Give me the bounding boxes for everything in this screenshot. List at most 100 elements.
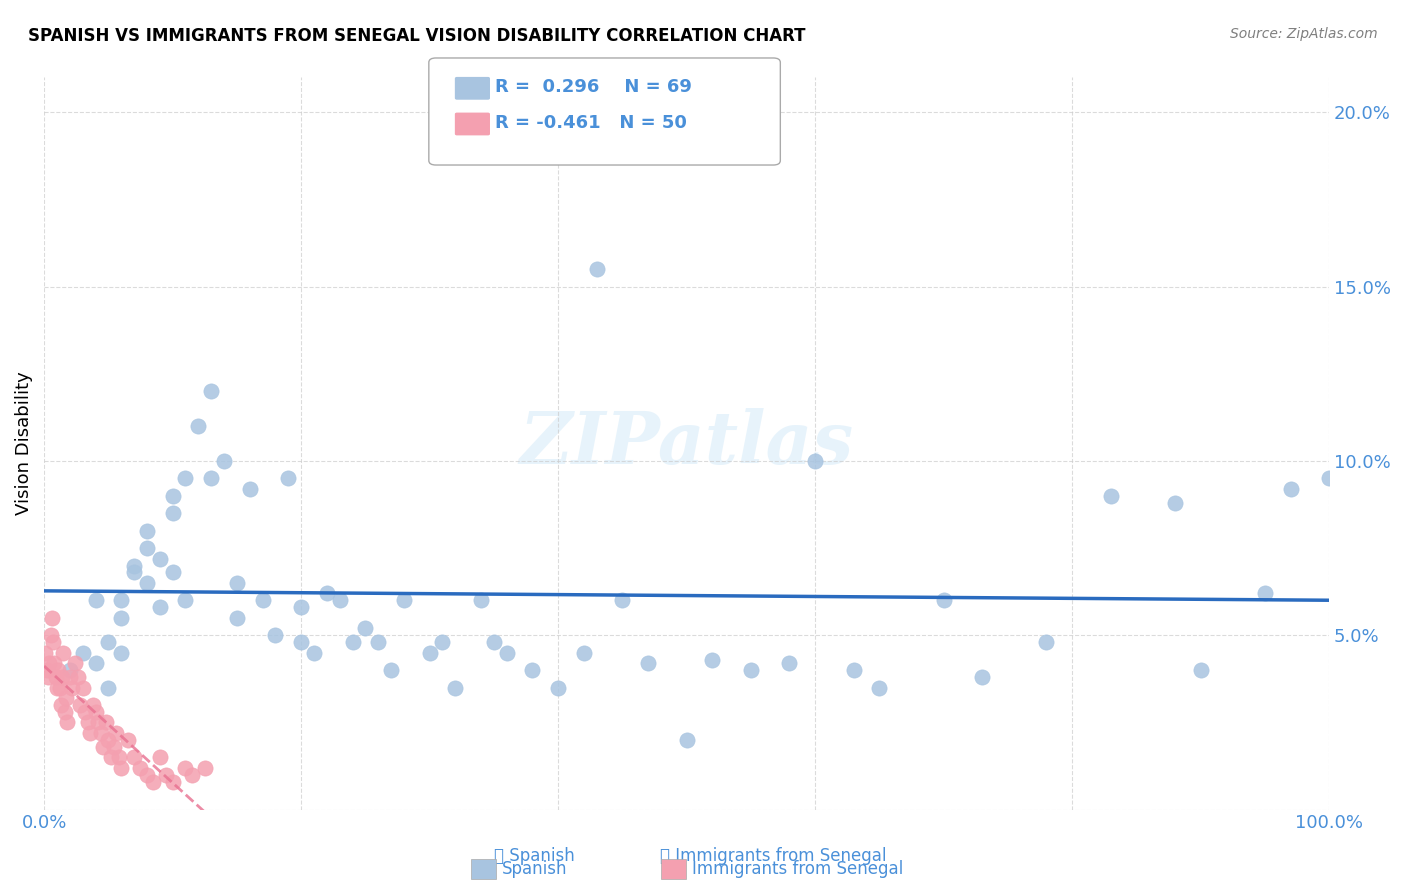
Point — [572, 646, 595, 660]
Point — [1279, 482, 1302, 496]
Point — [194, 761, 217, 775]
Point — [87, 715, 110, 730]
Point — [1189, 663, 1212, 677]
Point — [122, 558, 145, 573]
Point — [162, 489, 184, 503]
Point — [45, 670, 67, 684]
Point — [48, 681, 70, 695]
Point — [91, 739, 114, 754]
Point — [868, 681, 890, 695]
Point — [122, 566, 145, 580]
Text: Spanish: Spanish — [502, 860, 568, 878]
Point — [37, 670, 59, 684]
Point — [354, 621, 377, 635]
Point — [1035, 635, 1057, 649]
Point — [302, 646, 325, 660]
Text: Immigrants from Senegal: Immigrants from Senegal — [692, 860, 903, 878]
Point — [110, 611, 132, 625]
Point — [264, 628, 287, 642]
Point — [122, 750, 145, 764]
Point — [1254, 586, 1277, 600]
Point — [117, 732, 139, 747]
Point — [778, 656, 800, 670]
Point — [239, 482, 262, 496]
Point — [155, 767, 177, 781]
Point — [329, 593, 352, 607]
Point — [49, 698, 72, 712]
Point — [135, 576, 157, 591]
Point — [315, 586, 337, 600]
Point — [142, 774, 165, 789]
Point — [84, 656, 107, 670]
Point — [103, 739, 125, 754]
Point — [135, 767, 157, 781]
Point — [804, 454, 827, 468]
Point — [392, 593, 415, 607]
Point — [60, 681, 83, 695]
Point — [252, 593, 274, 607]
Point — [76, 715, 98, 730]
Point — [482, 635, 505, 649]
Point — [367, 635, 389, 649]
Point — [187, 419, 209, 434]
Point — [97, 681, 120, 695]
Point — [135, 541, 157, 555]
Text: 🔲 Immigrants from Senegal: 🔲 Immigrants from Senegal — [659, 847, 887, 865]
Point — [149, 750, 172, 764]
Point — [162, 566, 184, 580]
Point — [129, 761, 152, 775]
Point — [100, 750, 122, 764]
Point — [34, 646, 56, 660]
Point — [522, 663, 544, 677]
Point — [97, 635, 120, 649]
Point — [135, 524, 157, 538]
Point — [1164, 496, 1187, 510]
Point — [41, 611, 63, 625]
Point — [637, 656, 659, 670]
Point — [675, 732, 697, 747]
Point — [932, 593, 955, 607]
Point — [842, 663, 865, 677]
Point — [72, 681, 94, 695]
Point — [432, 635, 454, 649]
Point — [1317, 471, 1340, 485]
Point — [495, 646, 517, 660]
Point — [174, 471, 197, 485]
Point — [162, 774, 184, 789]
Point — [290, 635, 312, 649]
Point — [72, 646, 94, 660]
Text: ZIPatlas: ZIPatlas — [520, 408, 853, 479]
Y-axis label: Vision Disability: Vision Disability — [15, 372, 32, 516]
Point — [97, 732, 120, 747]
Point — [702, 652, 724, 666]
Point — [972, 670, 994, 684]
Point — [59, 663, 82, 677]
Point — [66, 670, 89, 684]
Point — [35, 663, 58, 677]
Point — [38, 656, 60, 670]
Point — [53, 705, 76, 719]
Text: R =  0.296    N = 69: R = 0.296 N = 69 — [495, 78, 692, 96]
Point — [174, 761, 197, 775]
Point — [46, 663, 69, 677]
Point — [59, 670, 82, 684]
Point — [79, 726, 101, 740]
Point — [277, 471, 299, 485]
Point — [42, 635, 65, 649]
Text: ⬜ Spanish: ⬜ Spanish — [494, 847, 575, 865]
Point — [52, 646, 75, 660]
Point — [44, 656, 66, 670]
Point — [94, 715, 117, 730]
Point — [110, 593, 132, 607]
Point — [55, 690, 77, 705]
Point — [46, 681, 69, 695]
Point — [84, 705, 107, 719]
Point — [585, 262, 607, 277]
Point — [56, 715, 79, 730]
Point — [225, 611, 247, 625]
Text: R = -0.461   N = 50: R = -0.461 N = 50 — [495, 114, 686, 132]
Point — [180, 767, 202, 781]
Point — [225, 576, 247, 591]
Point — [84, 593, 107, 607]
Point — [107, 750, 129, 764]
